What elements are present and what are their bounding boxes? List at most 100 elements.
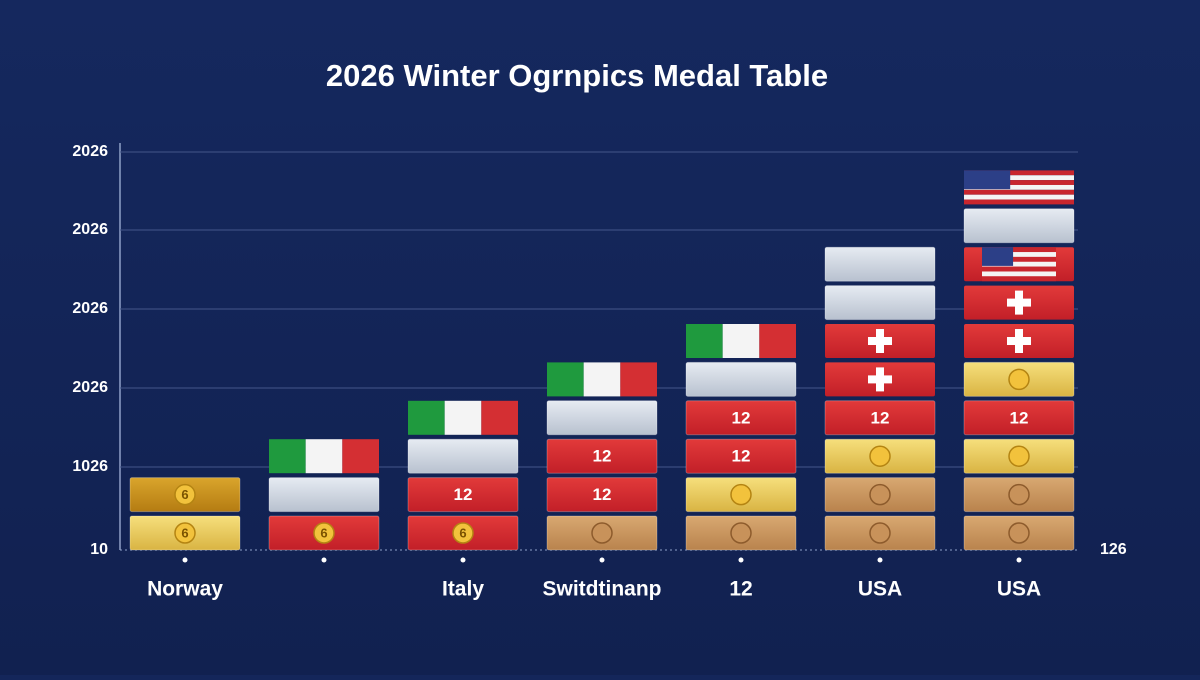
coin [174,522,196,544]
medal-block [547,362,657,397]
y-tick-label: 2026 [72,300,108,317]
canton [964,170,1011,190]
medal-block: 6 [268,515,380,551]
stripe [982,276,1056,282]
tick-dot [599,557,605,563]
canton [982,247,1014,266]
medal-block: 6 [129,477,241,513]
block [546,400,658,436]
block [963,400,1075,436]
flag-red [481,400,518,435]
tick-dot [738,557,744,563]
medal-block [686,324,796,358]
block-label: 6 [320,525,327,540]
block [407,477,519,513]
block-label: 6 [181,525,188,540]
stripe [982,271,1056,277]
block [824,400,936,436]
x-label: 12 [729,578,752,601]
x-label: USA [997,578,1041,601]
medal-block: 6 [129,515,241,551]
coin [1008,483,1030,506]
medal-block [269,439,379,474]
chart-title: 2026 Winter Ogrnpics Medal Table [326,58,828,93]
coin [452,522,474,544]
stripe [964,175,1074,181]
medal-block [963,515,1075,551]
y-tick-label: 2026 [72,143,108,160]
block [963,208,1075,244]
medal-block [963,477,1075,513]
tick-dot [877,557,883,563]
medal-block [546,400,658,436]
tick-dot [321,557,327,563]
medal-block [824,285,936,321]
medal-block: 12 [407,477,519,513]
medal-block [825,362,935,397]
cross-v [876,329,884,353]
flag-red [342,439,379,474]
block-label: 12 [1010,408,1029,427]
coin [869,522,891,544]
coin [1008,522,1030,544]
block [685,400,797,436]
y-tick-label: 2026 [72,221,108,238]
block-label: 12 [454,485,473,504]
stripe [964,184,1074,190]
flag-green [686,324,723,358]
flag-white [583,362,621,397]
cross-v [876,367,884,392]
y-tick-label: 1026 [72,458,108,475]
block [407,438,519,474]
medal-block [964,285,1074,320]
flag-green [408,400,445,435]
coin [1008,445,1030,467]
x-label: Norway [147,578,223,601]
stripe [964,170,1074,176]
coin [1008,368,1030,391]
medal-block [964,247,1074,282]
block-label: 12 [732,447,751,466]
stripe [964,189,1074,195]
stripe [982,247,1056,253]
stripe [982,266,1056,272]
medal-block: 12 [546,438,658,474]
block [268,477,380,513]
stripe [982,256,1056,262]
medal-block [824,246,936,282]
x-label: USA [858,578,902,601]
coin [869,445,891,467]
medal-block [964,170,1074,205]
flag-green [547,362,584,397]
cross-v [1015,290,1023,315]
block-label: 6 [181,487,188,502]
coin [869,483,891,506]
medal-block: 12 [824,400,936,436]
y-tick-label: 10 [90,541,108,558]
stripe [982,261,1056,267]
medal-block [685,361,797,397]
block [685,361,797,397]
flag-green [269,439,306,474]
coin [313,522,335,544]
block [824,246,936,282]
medal-block: 12 [685,400,797,436]
stripe [964,180,1074,185]
block-label: 12 [871,408,890,427]
block [546,438,658,474]
flag-red [620,362,657,397]
medal-block: 12 [685,438,797,474]
y-tick-label: 2026 [72,379,108,396]
right-label: 126 [1100,541,1127,558]
flag-white [444,400,482,435]
medal-block [546,515,658,551]
coin [591,522,613,544]
flag-white [722,324,760,358]
medal-block [824,515,936,551]
medal-block [963,361,1075,397]
medal-block [963,438,1075,474]
block-label: 6 [459,525,466,540]
coin [174,483,196,506]
block [824,285,936,321]
